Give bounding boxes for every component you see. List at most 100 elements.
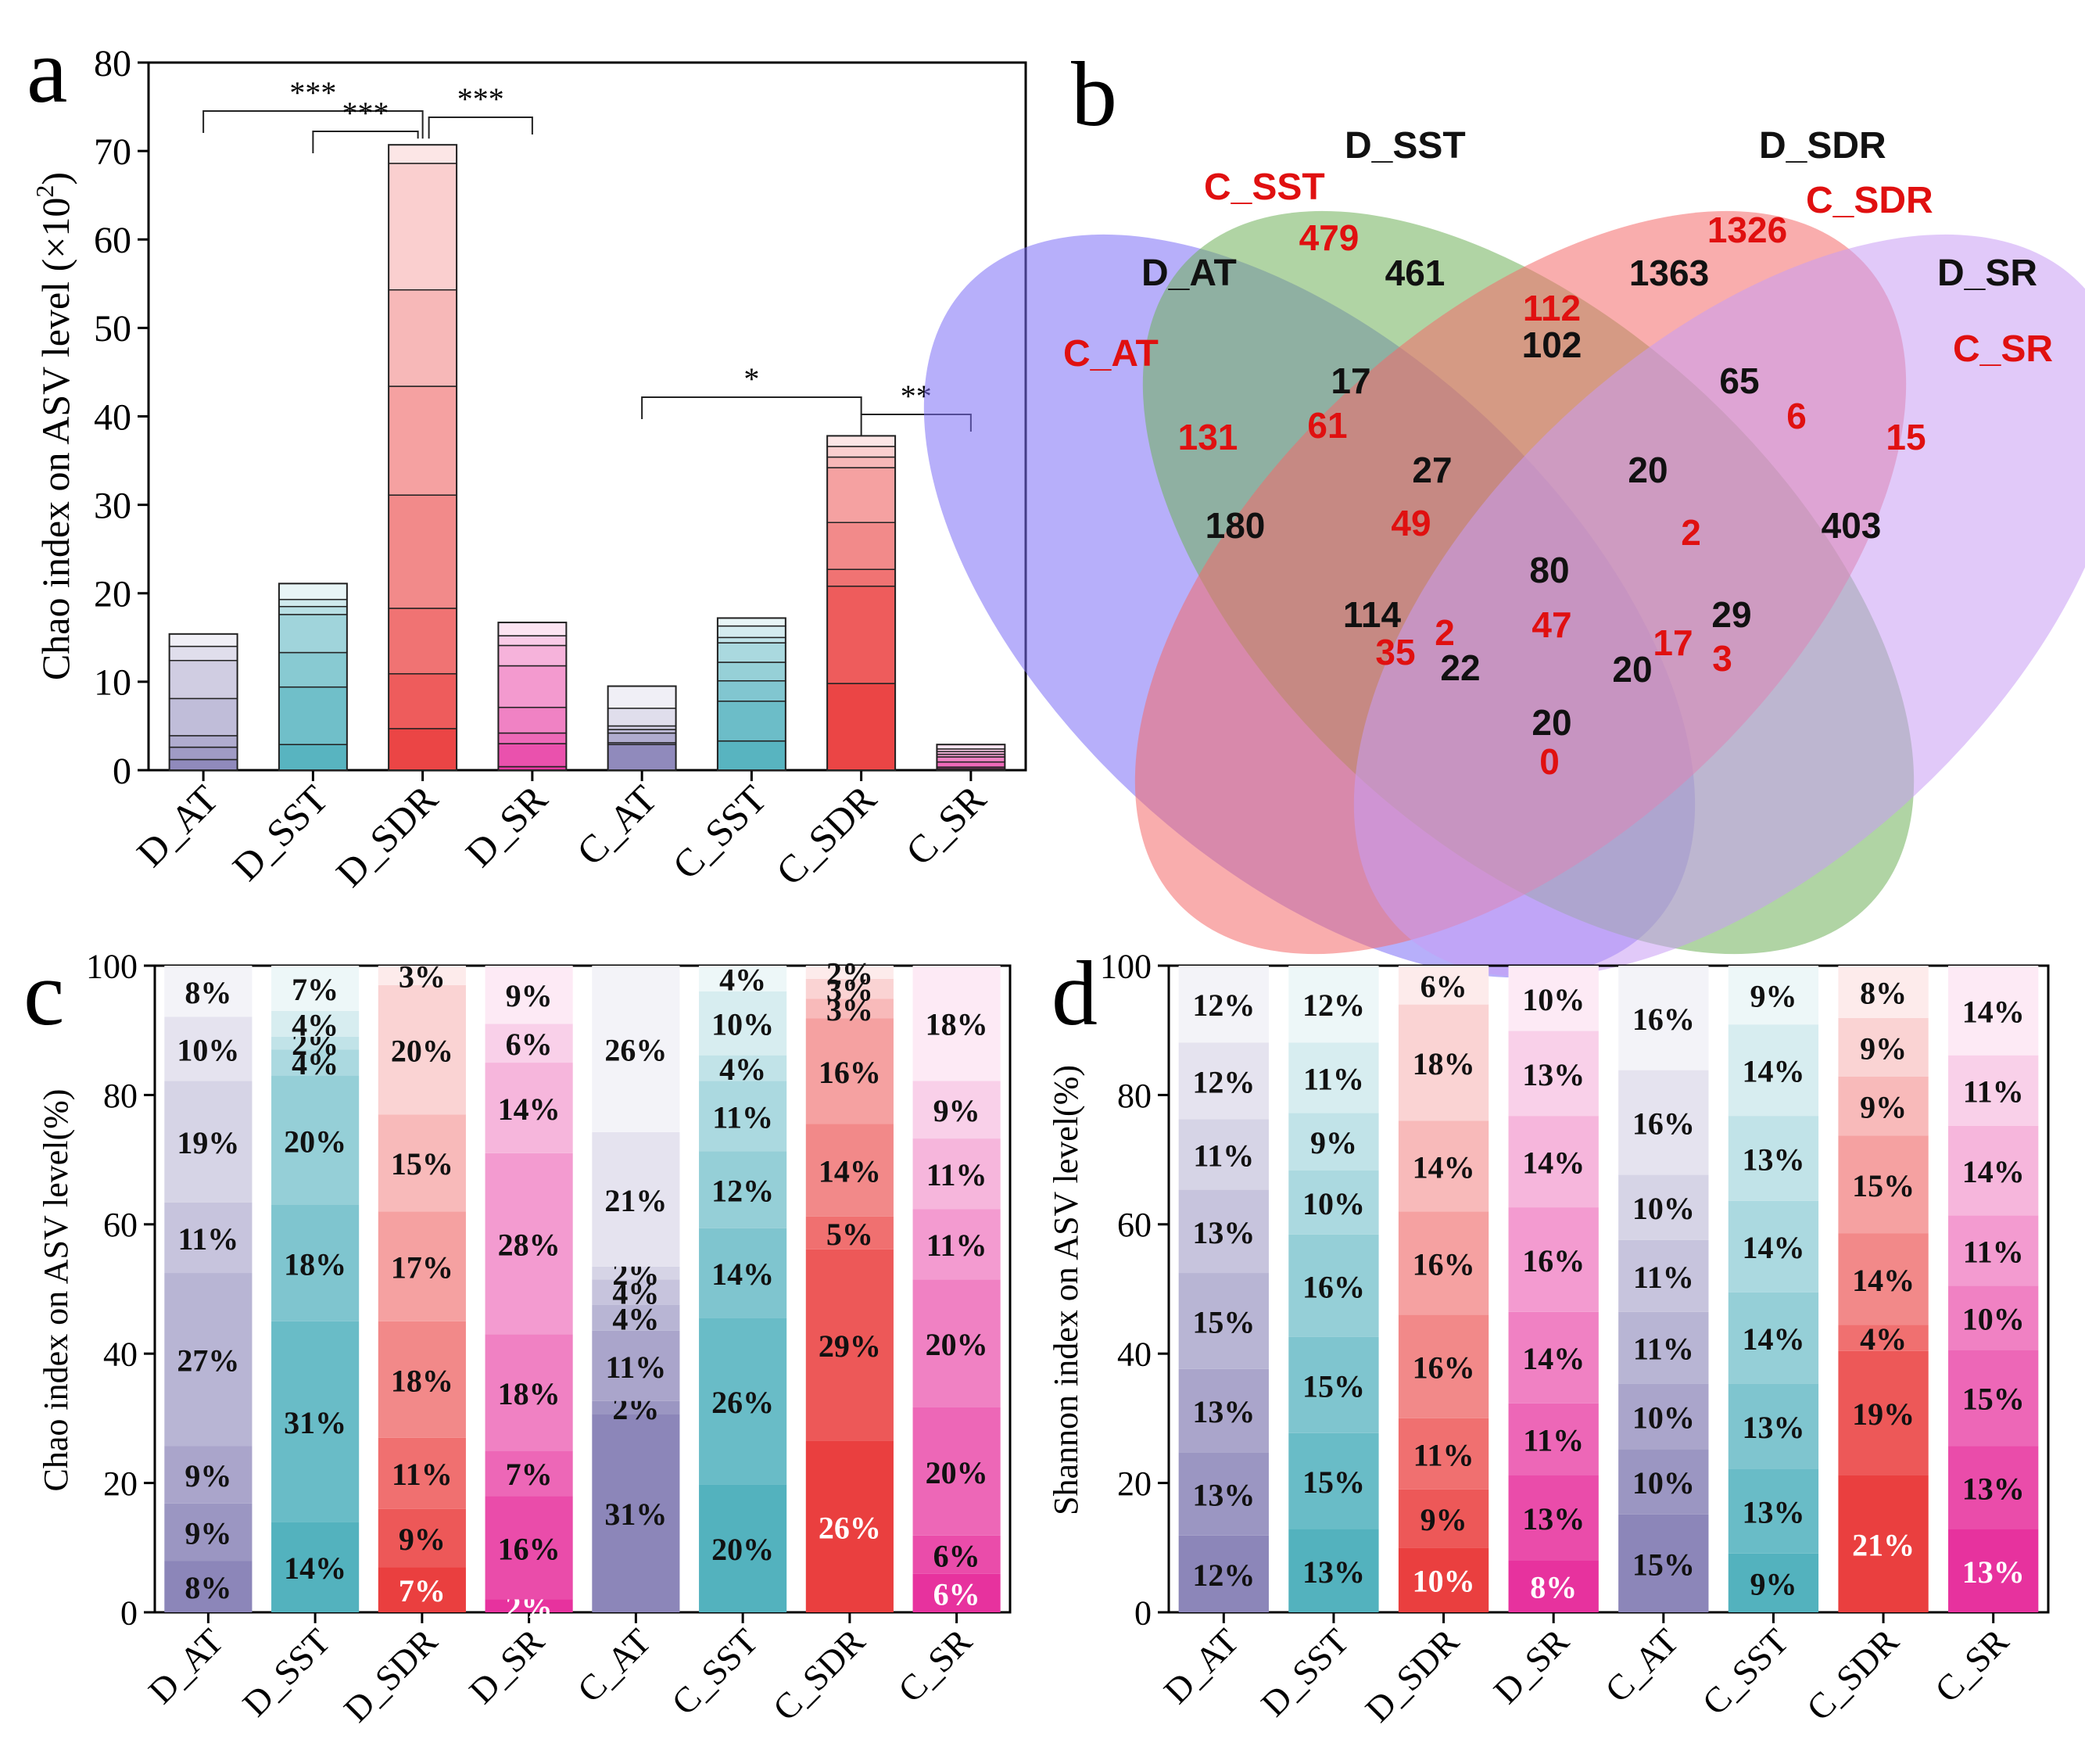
- panel-a-bar-segment: [826, 585, 896, 684]
- panel-a-significance-label: *: [743, 361, 759, 396]
- panel-label-d: d: [1051, 942, 1098, 1045]
- panel-c-bar-segment: [805, 978, 894, 999]
- panel-d-bar-segment: [1948, 1350, 2039, 1447]
- panel-c-y-tick-label: 20: [103, 1465, 138, 1503]
- panel-d-bar-segment: [1288, 1432, 1379, 1529]
- panel-a-significance-bracket: [202, 110, 424, 139]
- panel-c-bar-segment: [271, 1036, 360, 1050]
- panel-d-segment-label: 13%: [1962, 1554, 2025, 1590]
- panel-a-y-tick-label: 80: [94, 43, 131, 84]
- panel-c-bar-segment: [485, 1450, 573, 1497]
- panel-d-segment-label: 16%: [1632, 1002, 1695, 1037]
- panel-d-segment-label: 10%: [1302, 1186, 1365, 1221]
- panel-a-bar-segment: [826, 456, 896, 468]
- panel-c-bar-segment: [271, 1075, 360, 1205]
- panel-d-segment-label: 8%: [1530, 1570, 1577, 1605]
- panel-d-segment-label: 11%: [1523, 1423, 1584, 1458]
- panel-d-y-tick-label: 100: [1100, 947, 1152, 985]
- panel-a-bar-segment: [278, 686, 348, 745]
- panel-c-bar-segment: [912, 1209, 1001, 1280]
- panel-d-bar-segment: [1618, 1070, 1709, 1175]
- panel-c-bar-segment: [485, 966, 573, 1024]
- panel-d-bar-segment: [1948, 1285, 2039, 1350]
- panel-c-bar-segment: [485, 1024, 573, 1063]
- panel-a-bar-segment: [388, 608, 457, 675]
- panel-a-bar-segment: [717, 625, 786, 639]
- panel-d-segment-label: 15%: [1962, 1382, 2025, 1417]
- panel-d-bar-segment: [1178, 1535, 1269, 1612]
- panel-d-bar-segment: [1948, 1215, 2039, 1286]
- panel-d-segment-label: 15%: [1632, 1547, 1695, 1582]
- panel-a-bar-c-sr: [936, 744, 1006, 771]
- venn-count: 29: [1711, 594, 1751, 635]
- panel-a-bar-segment: [388, 728, 457, 771]
- panel-d-segment-label: 11%: [1303, 1061, 1364, 1096]
- panel-c-bar-segment: [164, 1503, 253, 1561]
- panel-c-bar-segment: [592, 1414, 680, 1612]
- panel-d-bar-segment: [1178, 1273, 1269, 1369]
- panel-c-segment-label: 20%: [926, 1455, 988, 1490]
- panel-a-bar-segment: [497, 622, 568, 636]
- panel-c-segment-label: 9%: [399, 1522, 446, 1557]
- panel-d-segment-label: 21%: [1852, 1527, 1915, 1562]
- panel-c-segment-label: 20%: [284, 1124, 346, 1159]
- panel-c-bar-segment: [805, 1216, 894, 1250]
- panel-c-segment-label: 8%: [184, 975, 231, 1010]
- panel-d-bar-segment: [1288, 966, 1379, 1043]
- panel-c-segment-label: 21%: [604, 1183, 667, 1218]
- panel-c-segment-label: 10%: [177, 1032, 239, 1067]
- panel-c-segment-label: 3%: [399, 959, 446, 994]
- panel-c-x-tick-label: C_AT: [570, 1621, 659, 1710]
- panel-d-segment-label: 11%: [1633, 1332, 1694, 1367]
- panel-c-bar-segment: [164, 1016, 253, 1081]
- panel-d-segment-label: 13%: [1742, 1495, 1804, 1530]
- panel-c-plot-frame: [153, 964, 1012, 1614]
- panel-d-bar-segment: [1728, 1383, 1819, 1469]
- panel-a-bar-segment: [936, 756, 1006, 763]
- panel-c-segment-label: 4%: [719, 962, 766, 997]
- venn-count: 47: [1532, 604, 1571, 645]
- panel-d-segment-label: 14%: [1742, 1321, 1804, 1357]
- panel-label-c: c: [23, 942, 64, 1045]
- panel-d-bar-segment: [1288, 1113, 1379, 1171]
- panel-a-bar-segment: [278, 605, 348, 615]
- panel-d-x-tick-label: D_SST: [1253, 1621, 1356, 1724]
- panel-d-bar-segment: [1838, 1077, 1929, 1136]
- panel-a-x-tick-label: D_AT: [128, 776, 227, 875]
- panel-a-bar-segment: [607, 744, 677, 771]
- panel-d-bar-segment: [1508, 1475, 1599, 1561]
- panel-d-bar-segment: [1288, 1171, 1379, 1235]
- panel-d-bar-segment: [1398, 1418, 1489, 1490]
- panel-a-significance-bracket: [312, 131, 419, 153]
- panel-d-bar-segment: [1398, 1547, 1489, 1612]
- panel-label-a: a: [27, 20, 67, 122]
- panel-c-segment-label: 11%: [392, 1457, 453, 1492]
- panel-c-bar-segment: [378, 1508, 466, 1568]
- panel-c-bar-segment: [592, 966, 680, 1132]
- panel-c-segment-label: 9%: [506, 978, 553, 1013]
- panel-c-bar-segment: [805, 1018, 894, 1124]
- panel-c-y-tick-label: 40: [103, 1336, 138, 1374]
- panel-c-bar-segment: [164, 1202, 253, 1274]
- panel-a-bar-segment: [388, 672, 457, 730]
- panel-d-x-tick-label: C_SDR: [1799, 1621, 1907, 1729]
- venn-label-c-at: C_AT: [1063, 333, 1159, 375]
- panel-c-segment-label: 11%: [926, 1228, 987, 1263]
- panel-d-bar-segment: [1288, 1042, 1379, 1113]
- panel-d-bar-segment: [1178, 966, 1269, 1043]
- panel-d-x-tick-label: C_SST: [1694, 1621, 1796, 1723]
- venn-label-c-sst: C_SST: [1204, 167, 1325, 208]
- panel-d-x-tick-label: C_AT: [1597, 1621, 1686, 1710]
- panel-d-y-tick-label: 20: [1117, 1465, 1152, 1503]
- panel-c-segment-label: 9%: [184, 1458, 231, 1493]
- panel-d-segment-label: 15%: [1192, 1304, 1255, 1339]
- panel-c-segment-label: 2%: [826, 956, 873, 991]
- panel-c-bar-segment: [378, 966, 466, 985]
- panel-d-bar-segment: [1398, 966, 1489, 1005]
- panel-a-y-tick-label: 40: [94, 396, 131, 438]
- panel-a-bar-segment: [826, 568, 896, 587]
- panel-d-bar-segment: [1398, 1211, 1489, 1315]
- panel-c-bar-segment: [805, 1249, 894, 1441]
